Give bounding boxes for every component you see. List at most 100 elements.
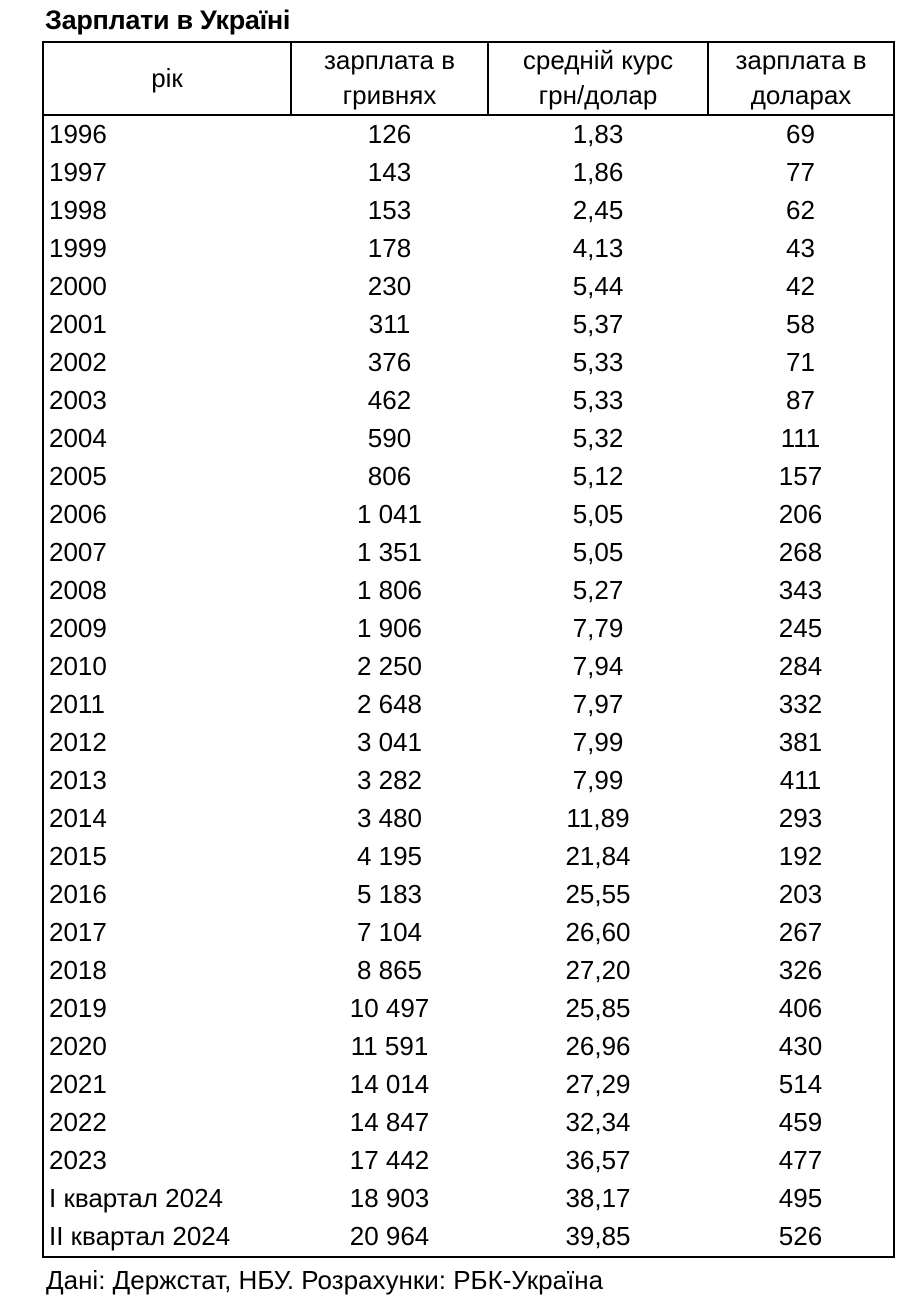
year-cell: 2000 xyxy=(49,271,107,302)
table-row: 2018 8 865 27,20 326 xyxy=(43,952,894,990)
header-uah-line2: гривнях xyxy=(342,80,437,111)
table-row: 2006 1 041 5,05 206 xyxy=(43,496,894,534)
table-row: 2001 311 5,37 58 xyxy=(43,306,894,344)
salary-uah-cell: 10 497 xyxy=(349,993,430,1024)
salary-uah-cell: 14 847 xyxy=(349,1107,430,1138)
salary-usd-cell: 526 xyxy=(778,1221,823,1252)
salary-uah-cell: 311 xyxy=(368,309,411,340)
table-row: 2022 14 847 32,34 459 xyxy=(43,1104,894,1142)
exchange-rate-cell: 36,57 xyxy=(565,1145,631,1176)
table-row: 2000 230 5,44 42 xyxy=(43,268,894,306)
exchange-rate-cell: 7,79 xyxy=(572,613,624,644)
year-cell: 2013 xyxy=(49,765,107,796)
year-cell: 2017 xyxy=(49,917,107,948)
table-row: 2021 14 014 27,29 514 xyxy=(43,1066,894,1104)
salary-usd-cell: 495 xyxy=(778,1183,823,1214)
exchange-rate-cell: 2,45 xyxy=(572,195,624,226)
exchange-rate-cell: 5,27 xyxy=(572,575,624,606)
salary-uah-cell: 2 250 xyxy=(356,651,423,682)
table-row: ІІ квартал 2024 20 964 39,85 526 xyxy=(43,1218,894,1257)
year-cell: 1998 xyxy=(49,195,107,226)
table-row: 2016 5 183 25,55 203 xyxy=(43,876,894,914)
salary-uah-cell: 8 865 xyxy=(356,955,423,986)
salary-usd-cell: 192 xyxy=(778,841,823,872)
table-row: 2014 3 480 11,89 293 xyxy=(43,800,894,838)
exchange-rate-cell: 26,96 xyxy=(565,1031,631,1062)
salary-uah-cell: 178 xyxy=(367,233,412,264)
table-header: рік зарплата в гривнях средній курс грн/… xyxy=(42,40,895,116)
salary-uah-cell: 2 648 xyxy=(356,689,423,720)
exchange-rate-cell: 5,32 xyxy=(572,423,624,454)
year-cell: 2010 xyxy=(49,651,107,682)
salary-usd-cell: 268 xyxy=(778,537,823,568)
header-cell-salary-uah: зарплата в гривнях xyxy=(290,40,489,116)
header-cell-year: рік xyxy=(42,40,292,116)
header-cell-exchange-rate: средній курс грн/долар xyxy=(487,40,709,116)
year-cell: І квартал 2024 xyxy=(49,1183,224,1214)
salary-usd-cell: 69 xyxy=(786,119,815,150)
header-usd-line2: доларах xyxy=(750,80,852,111)
table-body: 1996 126 1,83 69 1997 143 1,86 77 1998 1… xyxy=(43,115,894,1257)
salary-usd-cell: 58 xyxy=(786,309,815,340)
exchange-rate-cell: 11,89 xyxy=(566,803,630,834)
year-cell: 2022 xyxy=(49,1107,107,1138)
exchange-rate-cell: 32,34 xyxy=(565,1107,631,1138)
year-cell: 2007 xyxy=(49,537,107,568)
salary-uah-cell: 5 183 xyxy=(356,879,423,910)
salary-uah-cell: 1 906 xyxy=(356,613,423,644)
table-row: 2008 1 806 5,27 343 xyxy=(43,572,894,610)
exchange-rate-cell: 5,33 xyxy=(572,347,624,378)
salary-uah-cell: 4 195 xyxy=(356,841,423,872)
salary-usd-cell: 43 xyxy=(786,233,815,264)
source-note: Дані: Держстат, НБУ. Розрахунки: РБК-Укр… xyxy=(46,1264,604,1295)
salary-uah-cell: 1 351 xyxy=(356,537,423,568)
salary-usd-cell: 343 xyxy=(778,575,823,606)
salary-usd-cell: 381 xyxy=(778,727,823,758)
year-cell: 1999 xyxy=(49,233,107,264)
exchange-rate-cell: 25,85 xyxy=(565,993,631,1024)
salary-uah-cell: 230 xyxy=(367,271,412,302)
salary-uah-cell: 153 xyxy=(367,195,412,226)
exchange-rate-cell: 5,05 xyxy=(572,537,624,568)
exchange-rate-cell: 27,20 xyxy=(565,955,631,986)
table-row: 1998 153 2,45 62 xyxy=(43,192,894,230)
table-row: 2017 7 104 26,60 267 xyxy=(43,914,894,952)
salary-usd-cell: 111 xyxy=(780,423,821,454)
exchange-rate-cell: 5,05 xyxy=(572,499,624,530)
year-cell: 2019 xyxy=(49,993,107,1024)
salary-usd-cell: 332 xyxy=(778,689,823,720)
table-row: 2003 462 5,33 87 xyxy=(43,382,894,420)
year-cell: 2014 xyxy=(49,803,107,834)
exchange-rate-cell: 39,85 xyxy=(565,1221,631,1252)
salary-uah-cell: 376 xyxy=(367,347,412,378)
table-row: І квартал 2024 18 903 38,17 495 xyxy=(43,1180,894,1218)
salary-usd-cell: 477 xyxy=(778,1145,823,1176)
salary-usd-cell: 459 xyxy=(778,1107,823,1138)
salary-usd-cell: 411 xyxy=(779,765,822,796)
salary-uah-cell: 1 041 xyxy=(356,499,423,530)
salary-table: рік зарплата в гривнях средній курс грн/… xyxy=(42,40,895,1258)
year-cell: 2003 xyxy=(49,385,107,416)
salary-uah-cell: 3 282 xyxy=(356,765,423,796)
header-uah-line1: зарплата в xyxy=(323,45,456,76)
exchange-rate-cell: 5,12 xyxy=(572,461,624,492)
salary-uah-cell: 590 xyxy=(367,423,412,454)
header-usd-line1: зарплата в xyxy=(735,45,867,76)
year-cell: 2004 xyxy=(49,423,107,454)
salary-usd-cell: 326 xyxy=(778,955,823,986)
table-row: 2009 1 906 7,79 245 xyxy=(43,610,894,648)
year-cell: 2008 xyxy=(49,575,107,606)
year-cell: 2021 xyxy=(49,1069,107,1100)
table-row: 2020 11 591 26,96 430 xyxy=(43,1028,894,1066)
salary-usd-cell: 267 xyxy=(778,917,823,948)
salary-uah-cell: 20 964 xyxy=(349,1221,430,1252)
salary-uah-cell: 806 xyxy=(367,461,412,492)
salary-usd-cell: 62 xyxy=(786,195,815,226)
salary-uah-cell: 17 442 xyxy=(349,1145,430,1176)
exchange-rate-cell: 5,37 xyxy=(572,309,624,340)
page-title: Зарплати в Україні xyxy=(45,5,291,35)
year-cell: 1997 xyxy=(49,157,107,188)
header-rate-line1: средній курс xyxy=(522,45,674,76)
table-row: 2013 3 282 7,99 411 xyxy=(43,762,894,800)
table-row: 2010 2 250 7,94 284 xyxy=(43,648,894,686)
